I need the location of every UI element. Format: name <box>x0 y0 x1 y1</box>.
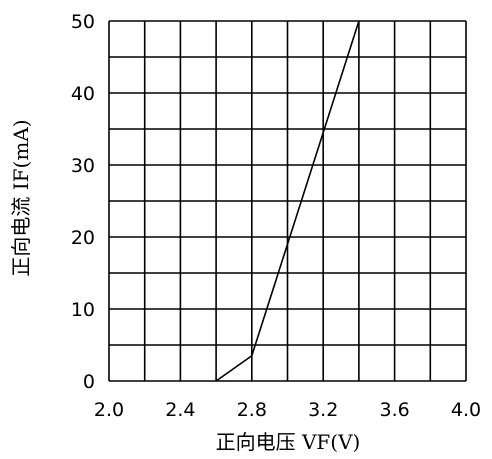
x-tick-label: 2.8 <box>237 399 267 421</box>
x-tick-label: 3.2 <box>308 399 338 421</box>
y-tick-label: 50 <box>71 11 95 33</box>
y-tick-label: 30 <box>71 155 95 177</box>
grid <box>108 20 467 382</box>
y-tick-labels: 0 10 20 30 40 50 <box>71 11 95 393</box>
x-tick-label: 2.4 <box>165 399 195 421</box>
x-tick-label: 2.0 <box>94 399 124 421</box>
y-axis-title: 正向电流 IF(mA) <box>9 119 33 276</box>
y-tick-label: 0 <box>83 371 95 393</box>
x-tick-label: 4.0 <box>451 399 481 421</box>
x-tick-label: 3.6 <box>379 399 409 421</box>
series-line <box>215 20 360 382</box>
x-axis-title: 正向电压 VF(V) <box>216 430 361 454</box>
series-layer <box>215 20 360 382</box>
y-tick-label: 10 <box>71 299 95 321</box>
y-tick-label: 40 <box>71 83 95 105</box>
x-tick-labels: 2.0 2.4 2.8 3.2 3.6 4.0 <box>94 399 481 421</box>
y-tick-label: 20 <box>71 227 95 249</box>
